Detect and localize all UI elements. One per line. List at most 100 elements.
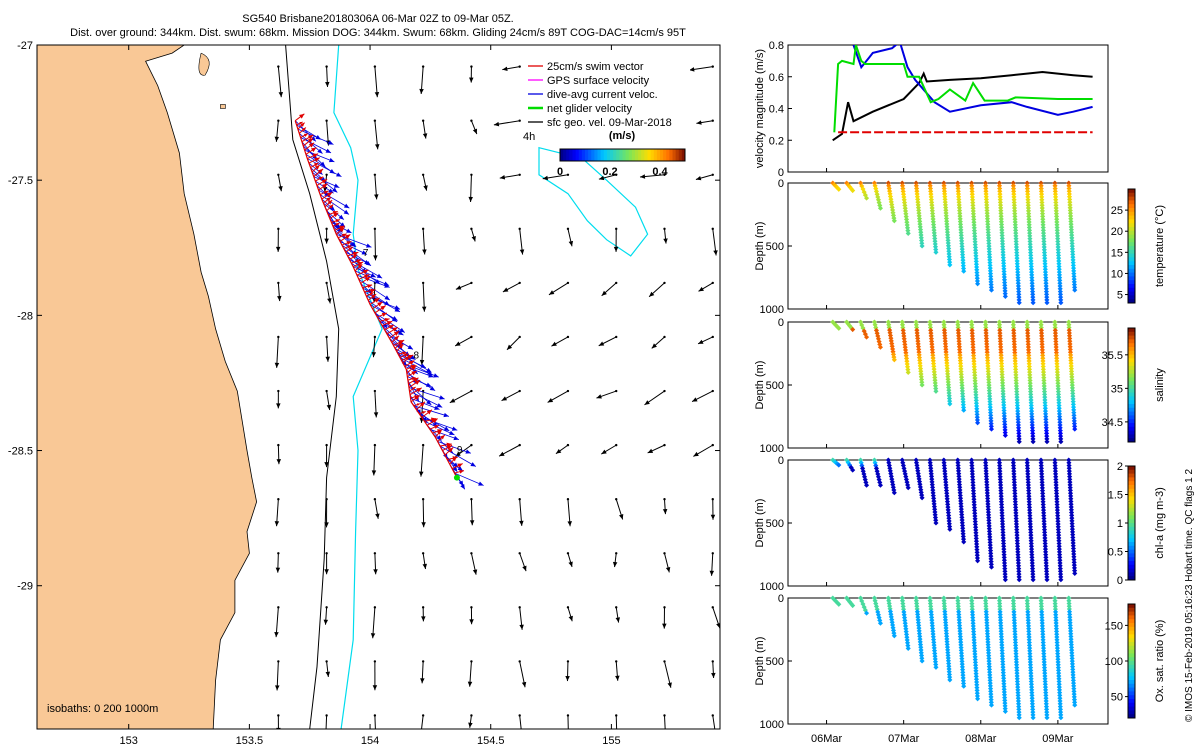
profile-point	[1041, 510, 1047, 516]
panel-colorbar-swatch	[1128, 604, 1135, 609]
geo-velocity-arrow	[695, 174, 713, 181]
profile-point	[986, 661, 992, 667]
geo-velocity-arrow	[711, 661, 716, 679]
profile-point	[1015, 681, 1021, 687]
profile-point	[999, 372, 1005, 378]
profile-point	[1067, 199, 1073, 205]
profile-point	[1027, 653, 1033, 660]
profile-point	[1000, 659, 1006, 665]
profile-point	[983, 600, 989, 607]
profile-point	[983, 324, 989, 331]
panel-colorbar-swatch	[1128, 564, 1135, 570]
geo-arrow-origin	[373, 227, 377, 231]
profile-point	[1067, 485, 1073, 491]
profile-point	[987, 545, 993, 551]
geo-velocity-arrow	[274, 499, 280, 527]
profile-point	[1058, 709, 1064, 715]
profile-point	[970, 350, 976, 356]
profile-point	[999, 645, 1005, 651]
map-legend: 25cm/s swim vector GPS surface velocity …	[522, 55, 690, 145]
map-colorbar-swatch	[647, 149, 652, 161]
geo-velocity-arrow	[374, 66, 380, 98]
profile-point	[1072, 702, 1078, 708]
map-colorbar-swatch	[616, 149, 620, 161]
profile-point	[1052, 191, 1058, 197]
profile-point	[1038, 186, 1044, 192]
panel-colorbar-tick-label: 20	[1111, 226, 1123, 238]
geo-velocity-arrow	[698, 282, 714, 292]
geo-velocity-arrow	[662, 607, 667, 629]
velocity-series-0	[832, 70, 1093, 142]
swim-vector	[449, 456, 457, 465]
swim-vector	[407, 370, 417, 378]
profile-point	[957, 628, 963, 634]
profile-point	[1016, 291, 1022, 297]
profile-point	[1057, 277, 1063, 283]
profile-point	[984, 631, 991, 637]
profile-point	[1027, 659, 1033, 665]
geo-velocity-arrow	[712, 715, 716, 729]
dac-vector	[300, 137, 332, 154]
profile-point	[1012, 501, 1019, 508]
profile-point	[1000, 388, 1006, 394]
panel-ytick-label: 1000	[760, 719, 784, 731]
panel-ytick-label: 0	[778, 178, 784, 190]
profile-point	[1028, 266, 1034, 272]
geo-velocity-arrow	[421, 499, 426, 528]
map-frame	[36, 44, 721, 730]
geo-velocity-arrow	[644, 390, 665, 406]
geo-velocity-arrow	[601, 282, 617, 297]
profile-point	[1070, 529, 1076, 535]
profile-point	[1040, 230, 1047, 236]
profile-point	[1069, 243, 1075, 249]
profile-point	[1071, 282, 1077, 288]
profile-point	[1042, 532, 1048, 538]
profile-point	[1038, 598, 1044, 604]
profile-point	[933, 520, 939, 526]
profile-point	[836, 462, 842, 468]
profile-point	[1058, 571, 1064, 577]
profile-point	[1029, 695, 1035, 701]
map-colorbar-swatch	[622, 149, 627, 161]
profile-point	[1028, 665, 1034, 671]
profile-point	[1015, 408, 1021, 414]
panel-colorbar-swatch	[1128, 657, 1135, 662]
profile-point	[1001, 277, 1008, 283]
profile-point	[1066, 460, 1072, 466]
panel-colorbar-swatch	[1128, 242, 1135, 247]
profile-point	[987, 404, 993, 410]
glider-track: 7 8 9	[294, 113, 484, 490]
geo-velocity-arrow	[277, 174, 283, 192]
geo-velocity-arrow	[502, 282, 520, 293]
profile-point	[1066, 457, 1072, 463]
geo-velocity-arrow	[567, 228, 574, 247]
geo-velocity-arrow	[689, 66, 713, 72]
profile-point	[836, 186, 842, 192]
profile-point	[1053, 333, 1059, 339]
profile-point	[1052, 327, 1058, 333]
panel-colorbar-swatch	[1128, 623, 1135, 628]
profile-point	[997, 191, 1003, 197]
profile-point	[1012, 631, 1018, 637]
geo-velocity-arrow	[567, 607, 573, 622]
profile-point	[1026, 222, 1032, 228]
map-colorbar-swatch	[585, 149, 589, 161]
profile-point	[1043, 411, 1049, 417]
profile-point	[969, 333, 975, 339]
profile-point	[1057, 695, 1063, 701]
geo-arrow-origin	[325, 660, 328, 663]
profile-point	[1066, 595, 1072, 601]
profile-point	[1002, 419, 1008, 425]
profile-point	[1025, 338, 1031, 345]
profile-point	[969, 330, 975, 336]
profile-point	[1039, 205, 1045, 211]
profile-point	[1024, 183, 1030, 189]
profile-point	[997, 341, 1004, 347]
swim-vector	[416, 401, 426, 411]
geo-velocity-arrow	[422, 174, 428, 191]
profile-point	[1040, 369, 1047, 375]
profile-point	[1052, 330, 1058, 336]
profile-point	[1029, 280, 1035, 286]
profile-point	[919, 495, 925, 501]
